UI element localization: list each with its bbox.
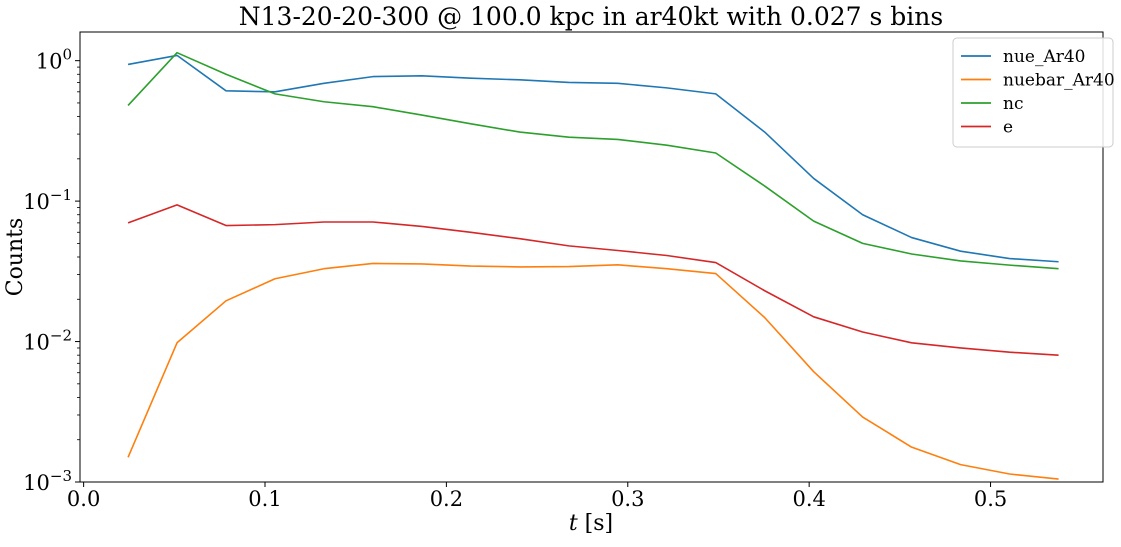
series-line-nue-ar40 [127,54,1059,263]
x-axis-label-symbol: t [569,511,578,536]
x-axis-label: t [s] [569,511,613,536]
y-axis-label: Counts [3,218,28,297]
y-tick-label: 10−3 [23,467,72,495]
series-line-nuebar-ar40 [127,262,1059,480]
axes-frame [79,31,1104,483]
x-tick-label: 0.5 [974,487,1007,511]
x-tick-label: 0.1 [248,487,281,511]
y-tick-label: 100 [36,46,72,74]
x-tick-label: 0.4 [792,487,825,511]
chart-title: N13-20-20-300 @ 100.0 kpc in ar40kt with… [239,2,943,31]
x-tick-label: 0.0 [67,487,100,511]
series-line-e [127,204,1059,356]
legend-label: e [1003,118,1013,138]
x-axis: 0.0 0.1 0.2 0.3 0.4 0.5 [67,482,1007,511]
x-tick-label: 0.2 [430,487,463,511]
legend-label: nc [1003,94,1023,114]
y-axis: 10−3 10−2 10−1 100 [23,46,80,495]
legend-label: nue_Ar40 [1003,47,1086,67]
plot-area [127,51,1059,480]
y-tick-label: 10−1 [23,186,72,214]
x-tick-label: 0.3 [611,487,644,511]
x-axis-label-unit: [s] [578,511,613,536]
legend-frame [952,37,1114,148]
series-line-nc [127,51,1059,270]
y-tick-label: 10−2 [23,327,72,355]
legend-label: nuebar_Ar40 [1003,71,1115,91]
